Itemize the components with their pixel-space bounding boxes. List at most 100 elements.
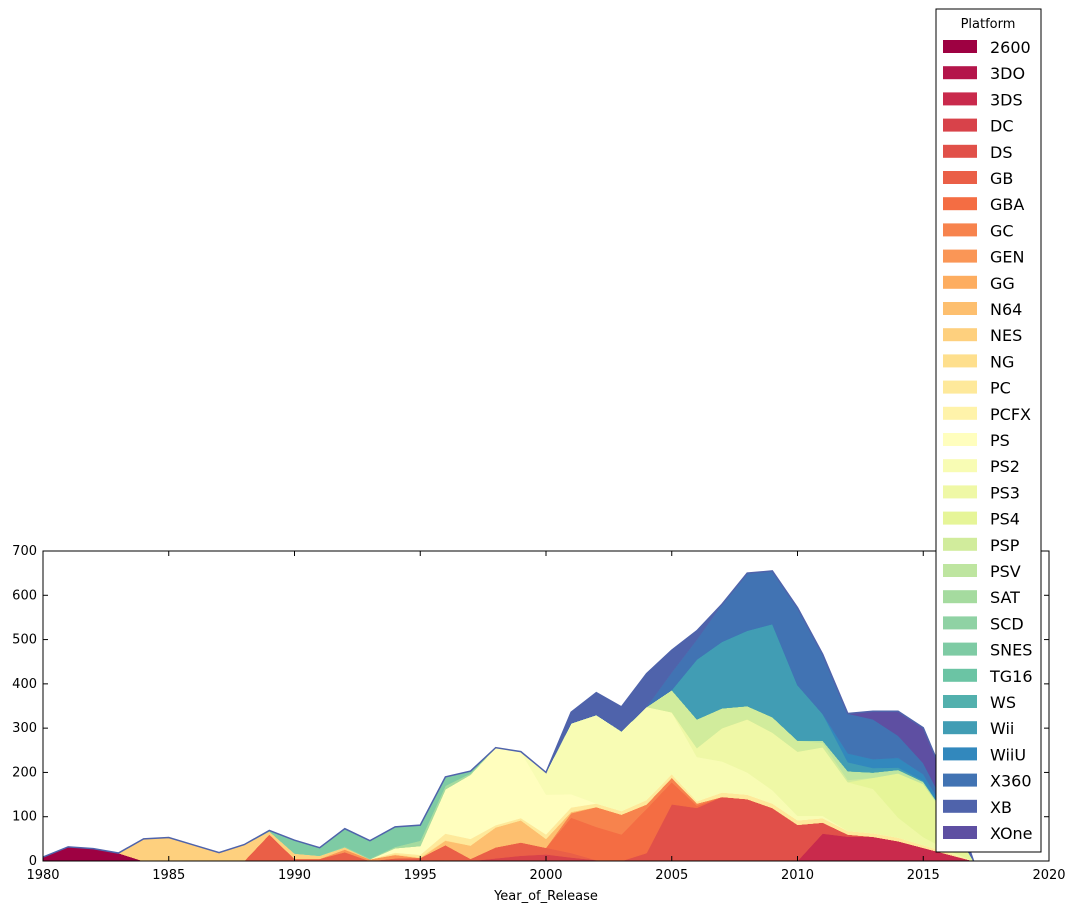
legend-label: SAT <box>990 588 1020 607</box>
legend-item-gb: GB <box>943 169 1013 188</box>
legend-swatch <box>943 799 977 813</box>
legend-label: WiiU <box>990 745 1026 764</box>
legend-item-ps4: PS4 <box>943 510 1020 529</box>
x-axis-label: Year_of_Release <box>493 889 598 904</box>
legend-label: PSP <box>990 536 1020 555</box>
legend-item-tg16: TG16 <box>943 667 1033 686</box>
legend-swatch <box>943 223 977 237</box>
legend-swatch <box>943 590 977 604</box>
x-axis-ticks: 1980 1985 1990 1995 2000 2005 2010 2015 2020 <box>26 551 1066 883</box>
legend-swatch <box>943 197 977 211</box>
legend-items: 2600 3DO 3DS DC DS GB GBA GC GEN GG N64 NES NG PC PCFX… <box>943 38 1033 843</box>
legend-item-gen: GEN <box>943 248 1024 267</box>
legend-swatch <box>943 642 977 656</box>
legend-label: 3DS <box>990 90 1023 109</box>
x-tick-label: 2015 <box>907 868 940 883</box>
legend-swatch <box>943 511 977 525</box>
legend-item-snes: SNES <box>943 641 1032 660</box>
legend-swatch <box>943 92 977 106</box>
legend-swatch <box>943 485 977 499</box>
legend-swatch <box>943 302 977 315</box>
legend-item-pc: PC <box>943 379 1011 398</box>
legend-swatch <box>943 40 977 53</box>
y-tick-label: 100 <box>12 810 37 825</box>
legend-item-wiiu: WiiU <box>943 745 1026 764</box>
legend-item-dc: DC <box>943 117 1014 136</box>
legend-item-xb: XB <box>943 798 1012 817</box>
legend-item-ps: PS <box>943 431 1010 450</box>
legend-item-ng: NG <box>943 352 1014 371</box>
legend-label: GC <box>990 221 1014 240</box>
legend-item-2600: 2600 <box>943 38 1031 57</box>
x-tick-label: 2000 <box>529 868 562 883</box>
legend-swatch <box>943 380 977 394</box>
legend-label: 3DO <box>990 64 1025 83</box>
legend-swatch <box>943 328 977 342</box>
legend-swatch <box>943 616 977 630</box>
legend-item-ds: DS <box>943 143 1012 162</box>
legend-item-x360: X360 <box>943 772 1032 791</box>
legend-title: Platform <box>961 17 1016 32</box>
legend-item-ps2: PS2 <box>943 457 1020 476</box>
legend-swatch <box>943 275 977 289</box>
legend-label: PSV <box>990 562 1021 581</box>
legend-swatch <box>943 695 977 708</box>
y-tick-label: 700 <box>12 544 37 559</box>
legend-label: 2600 <box>990 38 1031 57</box>
legend-label: SCD <box>990 614 1024 633</box>
y-tick-label: 300 <box>12 721 37 736</box>
y-tick-label: 0 <box>29 854 37 869</box>
legend-item-n64: N64 <box>943 300 1022 319</box>
legend-label: PC <box>990 379 1011 398</box>
legend-item-nes: NES <box>943 326 1022 345</box>
x-tick-label: 1990 <box>278 868 311 883</box>
legend-label: PCFX <box>990 405 1031 424</box>
legend-label: DS <box>990 143 1012 162</box>
y-tick-label: 500 <box>12 633 37 648</box>
legend-swatch <box>943 826 977 839</box>
area-layers <box>42 570 975 862</box>
legend-item-3do: 3DO <box>943 64 1025 83</box>
legend-label: NES <box>990 326 1022 345</box>
y-axis-ticks: 0 100 200 300 400 500 600 700 <box>12 544 1049 869</box>
legend-label: SNES <box>990 641 1032 660</box>
legend-label: GB <box>990 169 1013 188</box>
legend-item-sat: SAT <box>943 588 1020 607</box>
legend-item-gc: GC <box>943 221 1014 240</box>
legend-item-gg: GG <box>943 274 1015 293</box>
legend-item-xone: XOne <box>943 824 1033 843</box>
x-tick-label: 2010 <box>781 868 814 883</box>
legend-swatch <box>943 537 977 551</box>
x-tick-label: 2005 <box>655 868 688 883</box>
legend-item-3ds: 3DS <box>943 90 1023 109</box>
legend-swatch <box>943 721 977 735</box>
legend-label: GG <box>990 274 1015 293</box>
legend-item-gba: GBA <box>943 195 1024 214</box>
x-tick-label: 2020 <box>1032 868 1065 883</box>
legend-label: X360 <box>990 772 1032 791</box>
legend-swatch <box>943 171 977 184</box>
total-outline <box>42 570 975 862</box>
legend-label: PS <box>990 431 1010 450</box>
legend-swatch <box>943 668 977 682</box>
legend-item-psv: PSV <box>943 562 1021 581</box>
legend-item-wii: Wii <box>943 719 1014 738</box>
x-tick-label: 1995 <box>404 868 437 883</box>
y-tick-label: 600 <box>12 588 37 603</box>
legend-label: GEN <box>990 248 1024 267</box>
legend-label: NG <box>990 352 1014 371</box>
legend-label: PS3 <box>990 483 1020 502</box>
legend-item-pcfx: PCFX <box>943 405 1031 424</box>
legend-swatch <box>943 564 977 577</box>
legend-label: PS2 <box>990 457 1020 476</box>
legend-swatch <box>943 249 977 263</box>
legend-label: XB <box>990 798 1012 817</box>
legend-swatch <box>943 433 977 446</box>
y-tick-label: 200 <box>12 765 37 780</box>
legend: Platform 2600 3DO 3DS DC DS GB GBA GC GEN GG N64 NE… <box>935 8 1042 853</box>
legend-label: TG16 <box>989 667 1033 686</box>
legend-item-ps3: PS3 <box>943 483 1020 502</box>
legend-label: DC <box>990 117 1014 136</box>
y-tick-label: 400 <box>12 677 37 692</box>
x-tick-label: 1980 <box>26 868 59 883</box>
